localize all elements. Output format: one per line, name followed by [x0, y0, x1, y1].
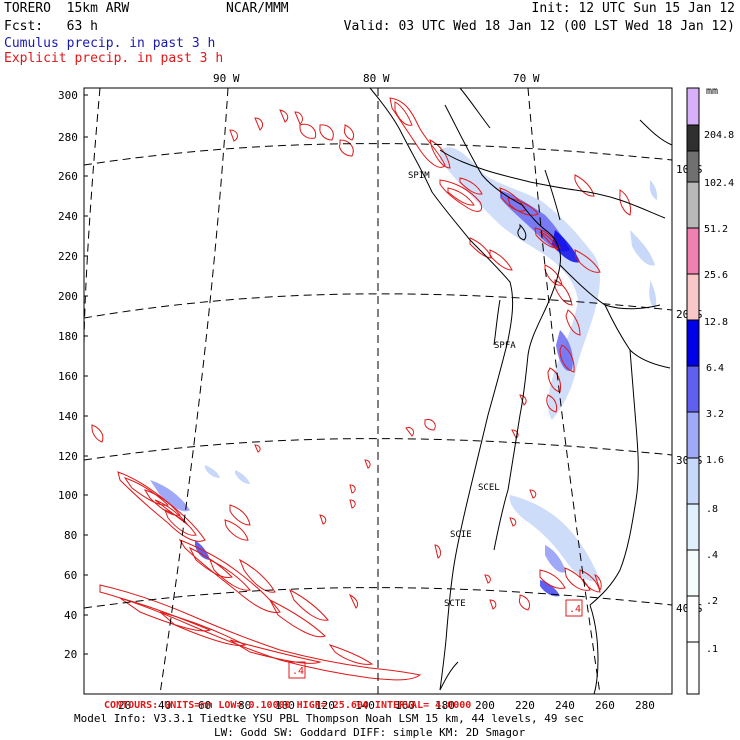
legend-swatch	[686, 319, 700, 367]
box-label-2: .4	[569, 604, 581, 615]
x-tick-label: 40	[158, 699, 171, 712]
valid-time: Valid: 03 UTC Wed 18 Jan 12 (00 LST Wed …	[343, 19, 735, 34]
physics-info: LW: Godd SW: Goddard DIFF: simple KM: 2D…	[214, 726, 526, 739]
y-tick-label: 80	[64, 529, 77, 542]
x-tick-label: 20	[118, 699, 131, 712]
x-tick-label: 260	[595, 699, 615, 712]
x-tick-label: 200	[475, 699, 495, 712]
x-tick-label: 100	[275, 699, 295, 712]
legend-label: 102.4	[704, 178, 734, 189]
legend-label: .4	[706, 550, 718, 561]
legend-swatch	[686, 411, 700, 459]
x-tick-label: 120	[315, 699, 335, 712]
x-tick-label: 280	[635, 699, 655, 712]
legend-swatch	[686, 457, 700, 505]
y-tick-label: 200	[58, 290, 78, 303]
y-axis: 300 280 260 240 220 200 180 160 140 120 …	[58, 89, 78, 661]
y-tick-label: 160	[58, 370, 78, 383]
legend-swatch	[686, 641, 700, 695]
legend-swatch	[686, 549, 700, 597]
station-label: SPFA	[494, 341, 516, 351]
legend-swatch	[686, 595, 700, 643]
y-tick-label: 40	[64, 609, 77, 622]
x-tick-label: 180	[435, 699, 455, 712]
x-tick-label: 140	[355, 699, 375, 712]
station-label: SCIE	[450, 530, 472, 540]
lon-label: 80 W	[363, 72, 390, 85]
y-tick-marks	[84, 94, 88, 655]
legend-swatch	[686, 181, 700, 229]
legend-label: 25.6	[704, 270, 728, 281]
y-tick-label: 20	[64, 648, 77, 661]
org-title: NCAR/MMM	[226, 1, 289, 16]
y-tick-label: 60	[64, 569, 77, 582]
y-tick-label: 100	[58, 489, 78, 502]
x-tick-label: 60	[198, 699, 211, 712]
station-label: SCTE	[444, 599, 466, 609]
x-tick-label: 220	[515, 699, 535, 712]
legend-label: 12.8	[704, 317, 728, 328]
coastlines	[369, 87, 673, 695]
y-tick-label: 220	[58, 250, 78, 263]
latlon-grid	[83, 87, 673, 695]
legend-top-swatch	[686, 87, 700, 126]
station-label: SPIM	[408, 171, 430, 181]
legend-label: 1.6	[706, 455, 724, 466]
legend-colorbar	[686, 87, 700, 695]
legend-swatch	[686, 273, 700, 321]
station-labels: SPIM SPFA SCEL SCIE SCTE	[408, 171, 516, 609]
lon-label: 70 W	[513, 72, 540, 85]
legend-label: 6.4	[706, 363, 724, 374]
y-tick-label: 140	[58, 410, 78, 423]
lon-label: 90 W	[213, 72, 240, 85]
legend-swatch	[686, 124, 700, 152]
y-tick-label: 300	[58, 89, 78, 102]
model-info: Model Info: V3.3.1 Tiedtke YSU PBL Thomp…	[74, 712, 584, 725]
legend-label: 51.2	[704, 224, 728, 235]
x-tick-label: 240	[555, 699, 575, 712]
legend-swatch	[686, 503, 700, 551]
y-tick-label: 120	[58, 450, 78, 463]
legend-label: 3.2	[706, 409, 724, 420]
legend-labels: mm 204.8 102.4 51.2 25.6 12.8 6.4 3.2 1.…	[704, 86, 734, 655]
x-tick-label: 160	[395, 699, 415, 712]
forecast-hour: Fcst: 63 h	[4, 19, 98, 34]
init-time: Init: 12 UTC Sun 15 Jan 12	[531, 1, 736, 16]
box-marker-2	[565, 599, 583, 617]
station-label: SCEL	[478, 483, 500, 493]
contour-info: CONTOURS: UNITS=mm LOW= 0.10000 HIGH= 25…	[104, 700, 471, 711]
legend-label: 204.8	[704, 130, 734, 141]
y-tick-label: 280	[58, 131, 78, 144]
legend-label: .8	[706, 504, 718, 515]
box-label-1: .4	[292, 666, 304, 677]
y-tick-label: 260	[58, 170, 78, 183]
legend-label: .2	[706, 596, 718, 607]
box-marker-1	[288, 661, 306, 679]
legend-unit: mm	[706, 86, 718, 97]
x-axis: 20 40 60 80 100 120 140 160 180 200 220 …	[118, 699, 655, 712]
y-tick-label: 180	[58, 330, 78, 343]
cumulus-precip-label: Cumulus precip. in past 3 h	[4, 36, 216, 51]
explicit-precip-label: Explicit precip. in past 3 h	[4, 51, 224, 66]
x-tick-label: 80	[238, 699, 251, 712]
legend-swatch	[686, 365, 700, 413]
legend-swatch	[686, 227, 700, 275]
legend-label: .1	[706, 644, 718, 655]
y-tick-label: 240	[58, 210, 78, 223]
legend-swatch	[686, 150, 700, 183]
lon-labels: 90 W 80 W 70 W	[213, 72, 540, 85]
model-title: TORERO 15km ARW	[4, 1, 130, 16]
